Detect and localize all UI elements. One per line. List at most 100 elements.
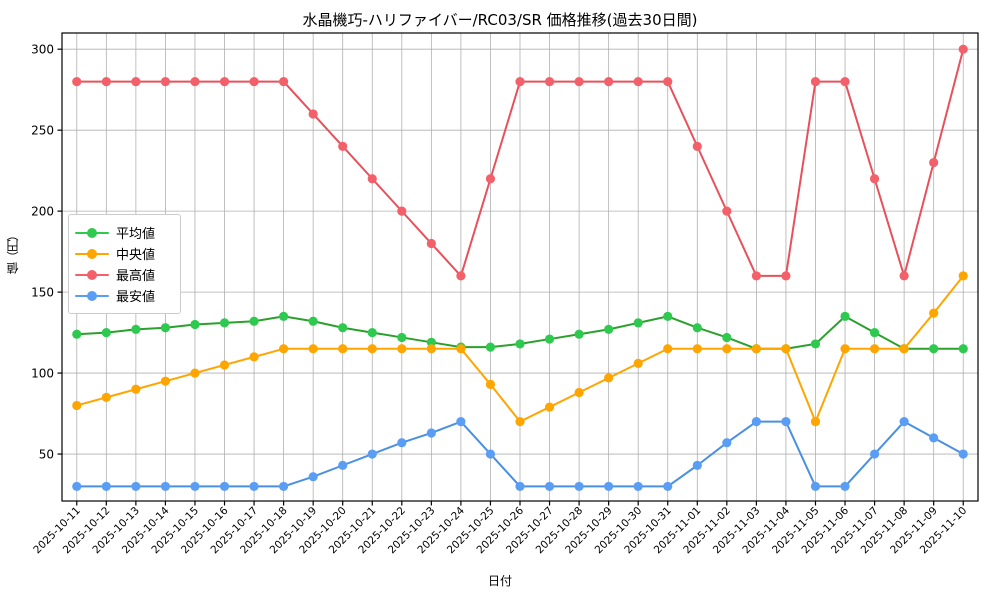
legend-item-mean: 平均値 [75, 222, 172, 243]
data-point [899, 271, 909, 281]
data-point [279, 76, 289, 87]
axis-ticks [57, 48, 964, 506]
data-point [426, 344, 436, 354]
data-point [515, 417, 525, 427]
data-point [338, 323, 348, 333]
data-point [781, 344, 791, 354]
data-point [367, 344, 377, 354]
data-point [633, 481, 643, 492]
data-point [781, 271, 791, 281]
data-point [190, 319, 200, 330]
data-point [692, 323, 702, 333]
data-point [810, 481, 821, 492]
data-point [869, 174, 880, 184]
data-point [869, 327, 880, 338]
data-point [515, 339, 525, 349]
legend-item-max: 最高値 [75, 264, 172, 285]
data-point [397, 438, 407, 448]
data-point [840, 481, 850, 492]
data-point [456, 271, 466, 281]
data-point [929, 344, 939, 354]
data-point [131, 76, 141, 87]
data-point [958, 344, 968, 354]
legend-item-median: 中央値 [75, 243, 172, 264]
data-point [72, 329, 82, 339]
chart-legend: 平均値 中央値 最高値 最安値 [68, 214, 181, 314]
data-point [249, 316, 259, 326]
data-point [367, 449, 377, 459]
data-point [279, 311, 289, 321]
data-point [160, 376, 171, 386]
data-point [219, 360, 230, 370]
data-point [810, 339, 821, 349]
y-tick-labels: 50 100 150 200 250 300 [31, 43, 54, 462]
data-point [249, 76, 259, 87]
data-point [485, 379, 496, 390]
data-point [958, 271, 968, 281]
data-point [131, 324, 141, 334]
y-tick-label: 150 [31, 286, 54, 300]
data-point [308, 316, 318, 326]
data-point [958, 44, 968, 54]
legend-label-mean: 平均値 [116, 227, 156, 242]
data-point [101, 327, 111, 338]
data-point [604, 373, 614, 383]
data-point [308, 109, 318, 119]
data-point [308, 472, 318, 482]
data-point [722, 438, 732, 448]
data-point [840, 311, 850, 321]
data-point [574, 481, 584, 492]
legend-label-max: 最高値 [116, 269, 156, 284]
y-tick-label: 200 [31, 205, 54, 219]
data-point [781, 417, 791, 427]
data-point [485, 449, 496, 459]
data-point [456, 417, 466, 427]
data-point [663, 344, 673, 354]
data-point [131, 481, 141, 492]
data-point [101, 481, 111, 492]
data-point [663, 311, 673, 321]
data-point [190, 481, 200, 492]
data-point [426, 238, 436, 249]
data-point [544, 402, 555, 412]
data-point [840, 76, 850, 87]
legend-swatch-median-icon [75, 247, 109, 261]
legend-label-min: 最安値 [116, 290, 156, 305]
y-tick-label: 250 [31, 124, 54, 138]
data-point [219, 76, 230, 87]
data-point [101, 76, 111, 87]
y-tick-label: 50 [39, 448, 54, 462]
legend-swatch-max-icon [75, 268, 109, 282]
data-point [574, 387, 584, 398]
data-point [249, 481, 259, 492]
data-point [279, 481, 289, 492]
data-point [485, 342, 496, 352]
data-point [633, 358, 643, 368]
data-point [279, 344, 289, 354]
y-tick-label: 300 [31, 43, 54, 57]
data-point [190, 368, 200, 378]
data-point [219, 481, 230, 492]
data-point [397, 206, 407, 216]
data-point [929, 308, 939, 318]
data-point [544, 481, 555, 492]
data-point [72, 76, 82, 87]
data-point [929, 157, 939, 168]
data-point [397, 332, 407, 343]
data-point [338, 141, 348, 151]
data-point [72, 400, 82, 411]
data-point [190, 76, 200, 87]
grid-lines [62, 33, 978, 501]
data-point [574, 76, 584, 87]
legend-label-median: 中央値 [116, 248, 156, 263]
data-point [810, 417, 821, 427]
legend-item-min: 最安値 [75, 285, 172, 306]
data-point [515, 481, 525, 492]
data-series [72, 44, 968, 492]
data-point [456, 344, 466, 354]
data-point [426, 428, 436, 438]
data-point [397, 344, 407, 354]
data-point [840, 344, 850, 354]
data-point [544, 76, 555, 87]
